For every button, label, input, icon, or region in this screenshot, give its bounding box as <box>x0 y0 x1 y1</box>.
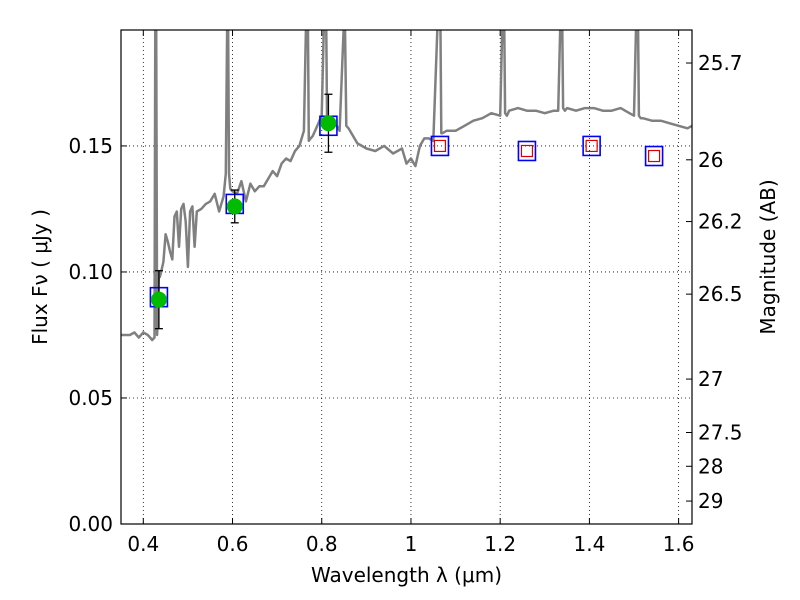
x-tick-label: 1 <box>405 532 418 556</box>
right-tick-label: 26 <box>698 148 723 172</box>
x-tick-label: 0.8 <box>306 532 338 556</box>
y-tick-label: 0.05 <box>68 386 113 410</box>
right-tick-label: 27.5 <box>698 421 743 445</box>
x-tick-label: 1.2 <box>484 532 516 556</box>
y-axis-ticks: 0.00 0.05 0.10 0.15 <box>68 134 127 536</box>
x-tick-label: 0.4 <box>127 532 159 556</box>
observed-flux-point <box>226 198 243 215</box>
right-axis-label: Magnitude (AB) <box>756 179 780 334</box>
plot-frame <box>120 29 693 525</box>
photometry-layer <box>149 93 664 330</box>
x-tick-label: 0.6 <box>217 532 249 556</box>
nir-band-marker <box>585 139 598 153</box>
x-axis-label: Wavelength λ (μm) <box>311 563 502 587</box>
y-tick-label: 0.15 <box>68 134 113 158</box>
model-spectrum-layer <box>121 30 692 342</box>
right-tick-label: 25.7 <box>698 51 743 75</box>
y-axis-label: Flux Fν ( μJy ) <box>28 209 52 345</box>
right-tick-label: 26.5 <box>698 282 743 306</box>
model-band-square <box>430 135 450 157</box>
grid-lines <box>121 30 692 525</box>
right-tick-label: 27 <box>698 367 723 391</box>
model-band-square <box>582 135 601 157</box>
y-tick-label: 0.00 <box>68 512 113 536</box>
model-spectrum-line <box>121 30 692 342</box>
nir-band-marker <box>647 149 661 163</box>
y-tick-label: 0.10 <box>68 260 113 284</box>
nir-band-marker <box>433 139 447 153</box>
observed-flux-point <box>320 115 337 132</box>
right-axis-ticks: 25.7 26 26.2 26.5 27 27.5 28 29 <box>686 51 743 513</box>
nir-band-marker <box>520 144 534 158</box>
x-axis-ticks: 0.4 0.6 0.8 1 1.2 1.4 1.6 <box>127 30 695 556</box>
model-band-square <box>517 140 537 162</box>
model-band-square <box>644 145 664 167</box>
x-tick-label: 1.6 <box>663 532 695 556</box>
right-tick-label: 26.2 <box>698 210 743 234</box>
observed-flux-point <box>150 291 167 308</box>
x-tick-label: 1.4 <box>573 532 605 556</box>
right-tick-label: 29 <box>698 489 723 513</box>
right-tick-label: 28 <box>698 454 723 478</box>
